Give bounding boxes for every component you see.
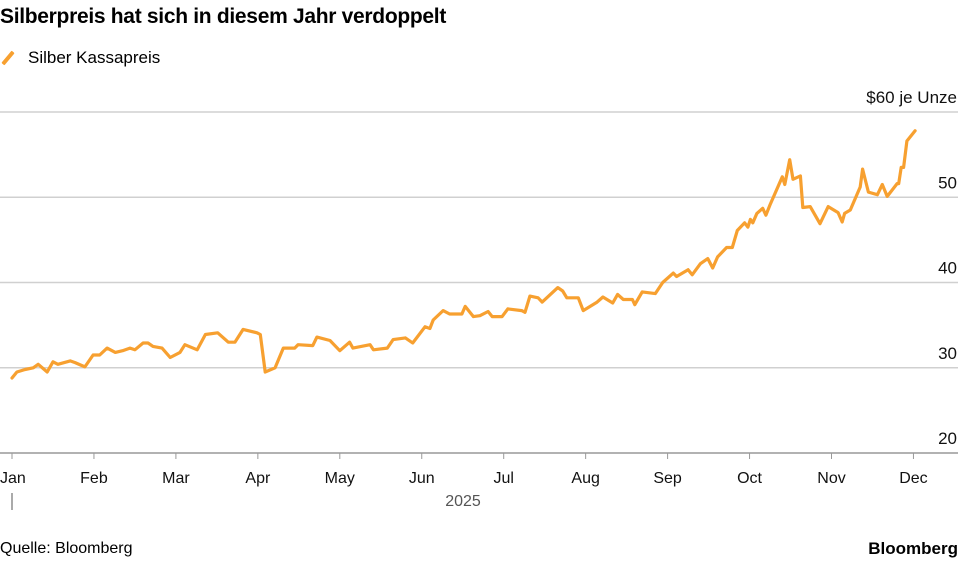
x-tick-label: Feb (80, 470, 108, 487)
bloomberg-logo: Bloomberg (868, 539, 958, 558)
source-note: Quelle: Bloomberg (0, 540, 133, 557)
y-tick-label: 40 (938, 259, 957, 278)
x-tick-label: Oct (737, 470, 762, 487)
x-tick-label: Aug (571, 470, 599, 487)
x-tick-label: Nov (817, 470, 845, 487)
x-tick-label: Apr (245, 470, 271, 487)
y-tick-label: $60 je Unze (866, 88, 957, 107)
x-axis-year-label: 2025 (445, 493, 481, 510)
legend-label: Silber Kassapreis (28, 48, 161, 67)
x-tick-label: May (325, 470, 355, 487)
x-tick-label: Mar (162, 470, 190, 487)
y-tick-label: 20 (938, 429, 957, 448)
y-tick-label: 30 (938, 344, 957, 363)
x-tick-label: Dec (899, 470, 927, 487)
chart-title: Silberpreis hat sich in diesem Jahr verd… (0, 5, 447, 28)
x-tick-label: Jan (0, 470, 26, 487)
x-tick-label: Jun (409, 470, 435, 487)
series-line-silber (10, 129, 917, 380)
y-tick-label: 50 (938, 173, 957, 192)
x-tick-label: Sep (653, 470, 682, 487)
legend: Silber Kassapreis (0, 48, 160, 68)
x-tick-label: Jul (493, 470, 513, 487)
